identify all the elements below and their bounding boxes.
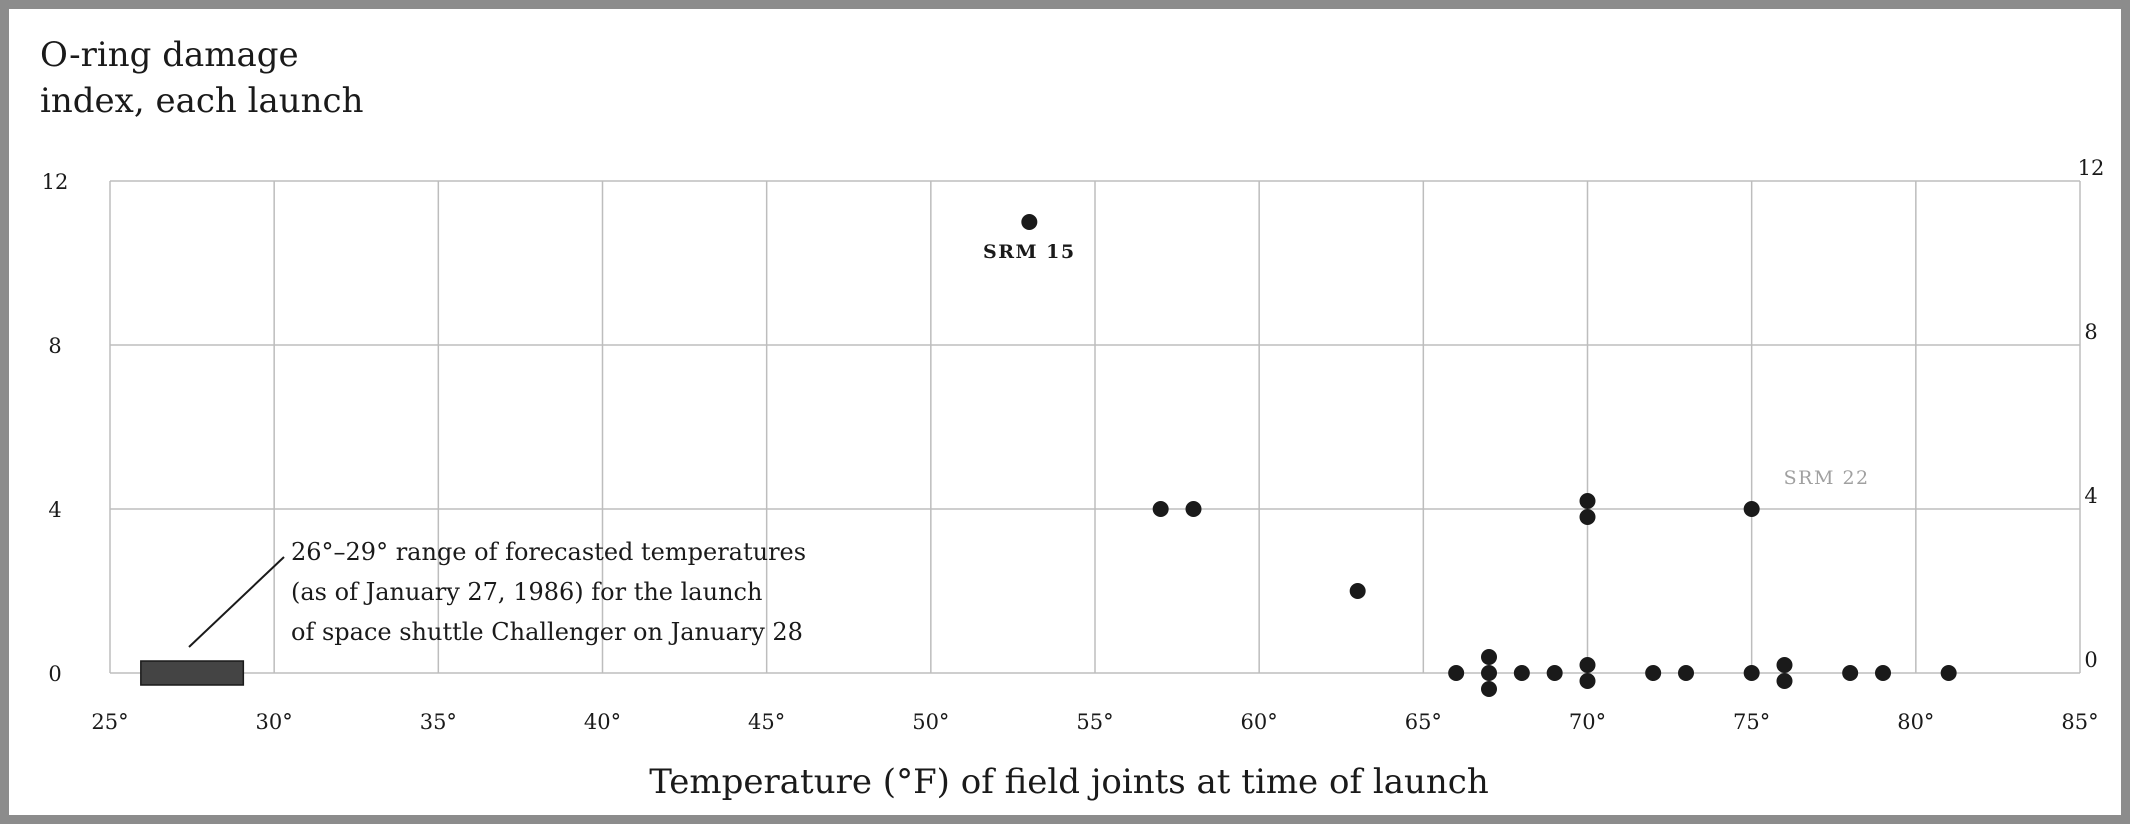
data-point	[1546, 665, 1563, 681]
data-point	[1579, 493, 1596, 509]
chart-title-line: index, each launch	[40, 81, 363, 121]
annotation-leader-line	[188, 556, 285, 648]
y-tick-label-left: 0	[48, 662, 61, 686]
data-point	[1152, 501, 1169, 517]
y-tick-label-right: 12	[2078, 156, 2105, 180]
annotation-line-1: 26°–29° range of forecasted temperatures	[291, 538, 806, 566]
forecast-range-group	[140, 660, 245, 686]
data-point	[1776, 657, 1793, 673]
y-tick-label-right: 0	[2084, 648, 2097, 672]
y-tick-label-right: 4	[2084, 484, 2097, 508]
x-axis-label: Temperature (°F) of field joints at time…	[649, 762, 1488, 802]
x-tick-label: 30°	[256, 710, 293, 734]
forecast-range-bar	[140, 660, 245, 686]
x-tick-label: 25°	[91, 710, 128, 734]
data-point	[1743, 501, 1760, 517]
forecast-annotation: 26°–29° range of forecasted temperatures…	[188, 538, 806, 648]
x-tick-label: 40°	[584, 710, 621, 734]
data-point	[1185, 501, 1202, 517]
y-tick-label-left: 4	[48, 498, 61, 522]
annotation-line-2: (as of January 27, 1986) for the launch	[291, 578, 762, 606]
data-point	[1481, 681, 1497, 697]
data-point	[1579, 673, 1596, 689]
x-tick-label: 45°	[748, 710, 785, 734]
x-tick-label: 50°	[912, 710, 949, 734]
x-tick-label: 55°	[1076, 710, 1113, 734]
data-point	[1842, 665, 1859, 681]
data-point	[1448, 665, 1465, 681]
data-point	[1021, 214, 1038, 230]
tick-labels: 25° 30° 35° 40° 45° 50° 55° 60° 65° 70° 75° 80° 85° 0…	[42, 156, 2105, 734]
data-point	[1481, 665, 1497, 681]
srm15-label: SRM 15	[983, 241, 1076, 263]
data-point	[1645, 665, 1662, 681]
data-point	[1776, 673, 1793, 689]
x-tick-label: 60°	[1241, 710, 1278, 734]
annotation-line-3: of space shuttle Challenger on January 2…	[291, 618, 803, 646]
srm22-label: SRM 22	[1784, 467, 1870, 489]
data-points: SRM 15 SRM 22	[983, 214, 1957, 697]
data-point	[1678, 665, 1694, 681]
y-tick-label-left: 12	[42, 170, 69, 194]
data-point	[1875, 665, 1891, 681]
x-tick-label: 80°	[1897, 710, 1934, 734]
data-point	[1513, 665, 1530, 681]
y-tick-label-right: 8	[2084, 320, 2097, 344]
scatter-chart: SRM 15 SRM 22 25° 30° 35° 40° 45° 50° 55° 60° 65°…	[40, 35, 2105, 802]
chart-title-line: O-ring damage	[40, 35, 299, 75]
x-tick-label: 85°	[2061, 710, 2098, 734]
data-point	[1743, 665, 1760, 681]
x-tick-label: 75°	[1733, 710, 1770, 734]
chart-title: O-ring damage index, each launch	[40, 35, 363, 121]
data-point	[1940, 665, 1957, 681]
data-point	[1481, 649, 1497, 665]
x-tick-label: 70°	[1569, 710, 1606, 734]
x-tick-label: 35°	[420, 710, 457, 734]
y-tick-label-left: 8	[48, 334, 61, 358]
data-point	[1579, 657, 1596, 673]
data-point	[1579, 509, 1596, 525]
data-point	[1349, 583, 1366, 599]
x-tick-label: 65°	[1405, 710, 1442, 734]
